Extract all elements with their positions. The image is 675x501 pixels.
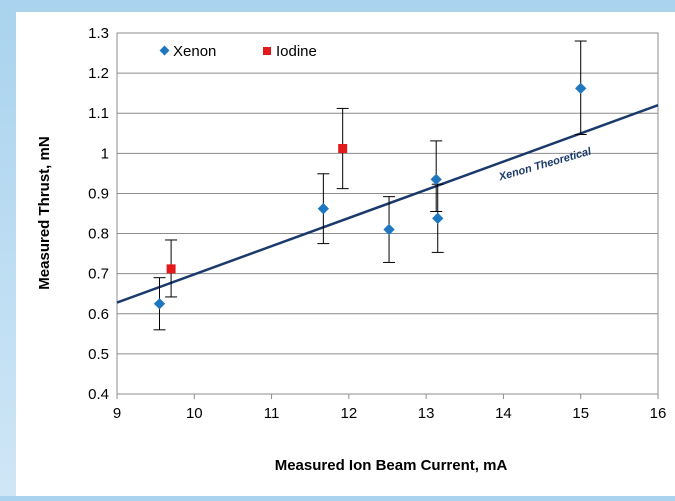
xenon-marker <box>153 298 166 310</box>
xenon-marker <box>383 223 395 236</box>
x-tick-label: 15 <box>572 405 589 422</box>
x-tick-label: 12 <box>341 405 358 422</box>
iodine-marker <box>166 264 176 274</box>
x-axis-label: Measured Ion Beam Current, mA <box>275 457 508 474</box>
gridlines <box>117 32 658 395</box>
x-tick-label: 9 <box>113 405 121 422</box>
plot-area <box>116 32 659 395</box>
y-tick-label: 1.3 <box>88 25 109 42</box>
y-tick-label: 0.4 <box>88 386 109 403</box>
legend-marker-iodine <box>263 47 271 55</box>
y-tick-label: 1.1 <box>88 105 109 122</box>
y-axis-label: Measured Thrust, mN <box>36 136 53 289</box>
legend-label-iodine: Iodine <box>276 43 317 60</box>
y-tick-label: 0.7 <box>88 266 109 283</box>
y-tick-label: 1 <box>101 145 109 162</box>
y-tick-label: 0.6 <box>88 306 109 323</box>
xenon-marker <box>430 173 442 186</box>
chart-frame: 0.4 0.5 0.6 0.7 0.8 0.9 1 1.1 1.2 1.3 9 10 11 12 13 14… <box>16 12 675 496</box>
iodine-marker <box>338 144 348 154</box>
x-tick-labels: 9 10 11 12 13 14 15 16 <box>113 394 667 422</box>
x-tick-label: 11 <box>264 405 280 422</box>
legend-label-xenon: Xenon <box>173 43 216 60</box>
y-tick-label: 0.8 <box>88 226 109 243</box>
xenon-theoretical-line <box>116 104 659 304</box>
y-tick-label: 0.9 <box>88 185 109 202</box>
x-tick-label: 10 <box>186 405 203 422</box>
x-tick-label: 16 <box>650 405 667 422</box>
xenon-marker <box>432 212 444 224</box>
y-tick-labels: 0.4 0.5 0.6 0.7 0.8 0.9 1 1.1 1.2 1.3 <box>88 25 109 403</box>
xenon-marker <box>317 203 330 215</box>
legend-marker-xenon <box>159 45 170 56</box>
y-tick-label: 0.5 <box>88 346 109 363</box>
x-tick-label: 13 <box>418 405 435 422</box>
y-tick-label: 1.2 <box>88 65 109 82</box>
data-markers <box>153 82 587 310</box>
thrust-vs-current-chart: 0.4 0.5 0.6 0.7 0.8 0.9 1 1.1 1.2 1.3 9 10 11 12 13 14… <box>36 25 667 474</box>
theoretical-lines <box>116 104 659 304</box>
x-tick-label: 14 <box>495 405 512 422</box>
legend: Xenon Iodine <box>159 43 317 60</box>
